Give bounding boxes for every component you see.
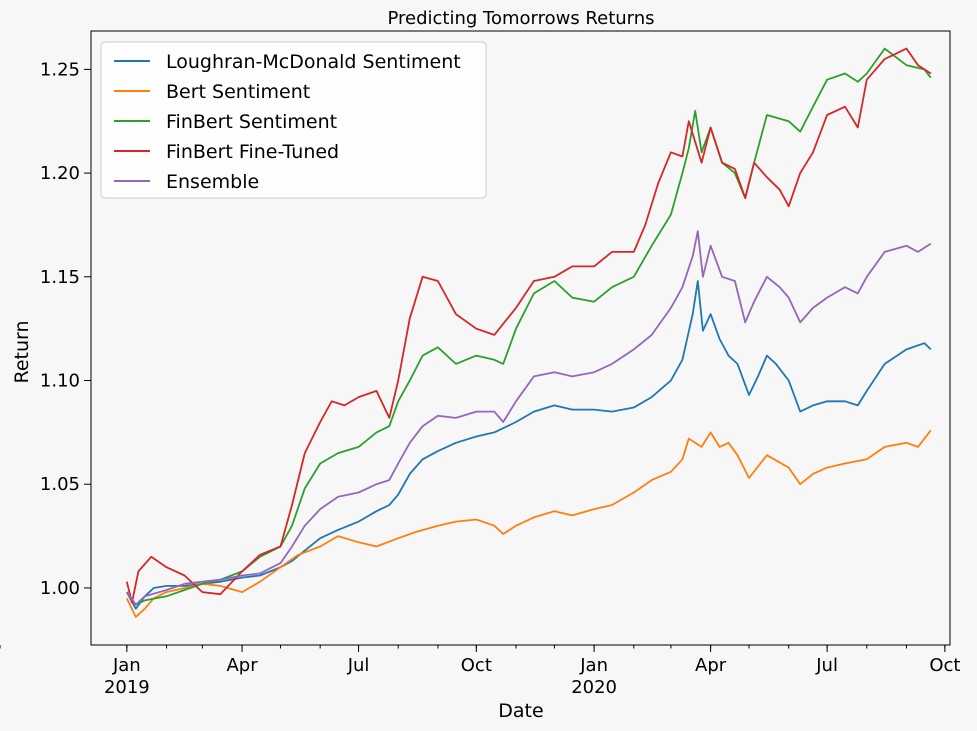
y-tick-label: 1.00: [40, 578, 80, 599]
y-axis-label: Return: [11, 320, 33, 383]
y-tick-label: 1.10: [40, 371, 80, 392]
series-line-1: [125, 429, 932, 618]
series-line-4: [126, 230, 932, 606]
chart-title: Predicting Tomorrows Returns: [387, 8, 654, 29]
legend-label-3: FinBert Fine-Tuned: [166, 141, 339, 163]
x-tick-year-label: 2020: [571, 677, 617, 698]
legend-box: [100, 41, 487, 199]
x-tick-label: Jul: [815, 655, 838, 676]
y-axis-ticks: 1.00 1.05 1.10 1.15 1.20 1.25: [40, 59, 91, 599]
series-line-0: [126, 280, 932, 610]
x-axis-label: Date: [498, 700, 543, 722]
x-tick-label: Apr: [695, 655, 727, 676]
x-tick-label: Oct: [461, 655, 492, 676]
y-tick-label: 1.05: [40, 474, 80, 495]
series-lines: [125, 47, 932, 618]
legend-label-4: Ensemble: [166, 171, 259, 193]
x-tick-label: Apr: [226, 655, 258, 676]
y-tick-label: 1.15: [40, 267, 80, 288]
x-tick-label: Oct: [929, 655, 960, 676]
legend-label-2: FinBert Sentiment: [166, 111, 337, 133]
x-tick-label: Jan: [579, 655, 608, 676]
y-tick-label: 1.20: [40, 163, 80, 184]
legend: Loughran-McDonald Sentiment Bert Sentimen…: [100, 41, 487, 199]
x-tick-year-label: 2019: [104, 677, 150, 698]
plot-frame: [90, 30, 951, 646]
x-tick-label: Jan: [112, 655, 141, 676]
x-tick-label: Jul: [347, 655, 370, 676]
legend-label-0: Loughran-McDonald Sentiment: [166, 51, 461, 73]
series-line-3: [125, 47, 932, 604]
legend-label-1: Bert Sentiment: [166, 81, 310, 103]
y-tick-label: 1.25: [40, 59, 80, 80]
